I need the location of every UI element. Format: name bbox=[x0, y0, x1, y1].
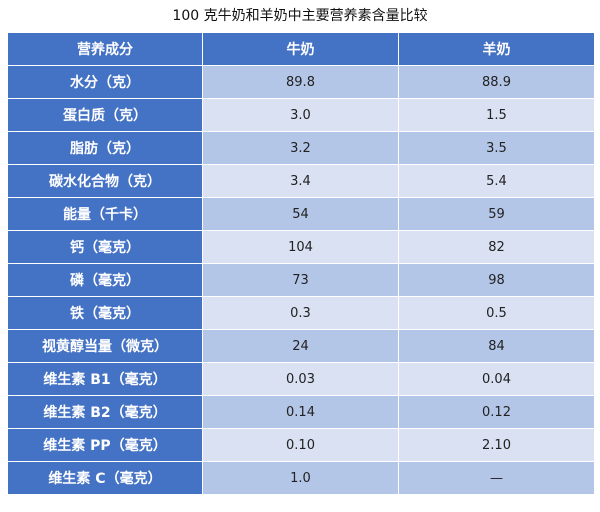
nutrient-cell: 磷（毫克） bbox=[7, 263, 203, 297]
table-row: 蛋白质（克） 3.0 1.5 bbox=[7, 98, 595, 132]
cow-milk-cell: 0.10 bbox=[202, 428, 399, 462]
nutrient-cell: 维生素 B1（毫克） bbox=[7, 362, 203, 396]
nutrient-cell: 水分（克） bbox=[7, 65, 203, 99]
table-row: 视黄醇当量（微克） 24 84 bbox=[7, 329, 595, 363]
cow-milk-cell: 73 bbox=[202, 263, 399, 297]
cow-milk-cell: 24 bbox=[202, 329, 399, 363]
cow-milk-cell: 3.2 bbox=[202, 131, 399, 165]
cow-milk-cell: 0.14 bbox=[202, 395, 399, 429]
header-nutrient: 营养成分 bbox=[7, 32, 203, 66]
goat-milk-cell: 82 bbox=[398, 230, 595, 264]
header-cow-milk: 牛奶 bbox=[202, 32, 399, 66]
goat-milk-cell: 0.12 bbox=[398, 395, 595, 429]
table-row: 能量（千卡） 54 59 bbox=[7, 197, 595, 231]
nutrient-cell: 视黄醇当量（微克） bbox=[7, 329, 203, 363]
table-row: 铁（毫克） 0.3 0.5 bbox=[7, 296, 595, 330]
nutrient-cell: 维生素 B2（毫克） bbox=[7, 395, 203, 429]
nutrient-cell: 铁（毫克） bbox=[7, 296, 203, 330]
cow-milk-cell: 3.0 bbox=[202, 98, 399, 132]
table-row: 维生素 B1（毫克） 0.03 0.04 bbox=[7, 362, 595, 396]
cow-milk-cell: 0.03 bbox=[202, 362, 399, 396]
goat-milk-cell: 3.5 bbox=[398, 131, 595, 165]
nutrient-cell: 维生素 PP（毫克） bbox=[7, 428, 203, 462]
table-row: 维生素 B2（毫克） 0.14 0.12 bbox=[7, 395, 595, 429]
cow-milk-cell: 54 bbox=[202, 197, 399, 231]
table-row: 维生素 C（毫克） 1.0— bbox=[7, 461, 595, 495]
goat-milk-cell: 88.9 bbox=[398, 65, 595, 99]
table-row: 碳水化合物（克） 3.4 5.4 bbox=[7, 164, 595, 198]
table-row: 磷（毫克） 73 98 bbox=[7, 263, 595, 297]
nutrient-cell: 碳水化合物（克） bbox=[7, 164, 203, 198]
cow-milk-cell: 0.3 bbox=[202, 296, 399, 330]
goat-milk-cell: 59 bbox=[398, 197, 595, 231]
goat-milk-cell: 84 bbox=[398, 329, 595, 363]
nutrient-cell: 蛋白质（克） bbox=[7, 98, 203, 132]
table-row: 水分（克） 89.8 88.9 bbox=[7, 65, 595, 99]
table-title: 100 克牛奶和羊奶中主要营养素含量比较 bbox=[172, 8, 428, 24]
goat-milk-cell: 2.10 bbox=[398, 428, 595, 462]
header-goat-milk: 羊奶 bbox=[398, 32, 595, 66]
goat-milk-cell: 1.5 bbox=[398, 98, 595, 132]
table-row: 钙（毫克） 104 82 bbox=[7, 230, 595, 264]
goat-milk-cell: 0.5 bbox=[398, 296, 595, 330]
table-row: 维生素 PP（毫克） 0.10 2.10 bbox=[7, 428, 595, 462]
nutrient-cell: 钙（毫克） bbox=[7, 230, 203, 264]
table-row: 脂肪（克） 3.2 3.5 bbox=[7, 131, 595, 165]
goat-milk-cell: 5.4 bbox=[398, 164, 595, 198]
nutrient-cell: 维生素 C（毫克） bbox=[7, 461, 203, 495]
nutrient-cell: 脂肪（克） bbox=[7, 131, 203, 165]
goat-milk-cell: 98 bbox=[398, 263, 595, 297]
nutrient-cell: 能量（千卡） bbox=[7, 197, 203, 231]
goat-milk-cell: — bbox=[398, 461, 595, 495]
cow-milk-cell: 3.4 bbox=[202, 164, 399, 198]
header-row: 营养成分 牛奶 羊奶 bbox=[7, 32, 595, 66]
cow-milk-cell: 89.8 bbox=[202, 65, 399, 99]
nutrition-table: 营养成分 牛奶 羊奶 水分（克） 89.8 88.9 蛋白质（克） 3.0 1.5 脂肪（克… bbox=[7, 32, 595, 495]
cow-milk-cell: 1.0 bbox=[202, 461, 399, 495]
cow-milk-cell: 104 bbox=[202, 230, 399, 264]
goat-milk-cell: 0.04 bbox=[398, 362, 595, 396]
